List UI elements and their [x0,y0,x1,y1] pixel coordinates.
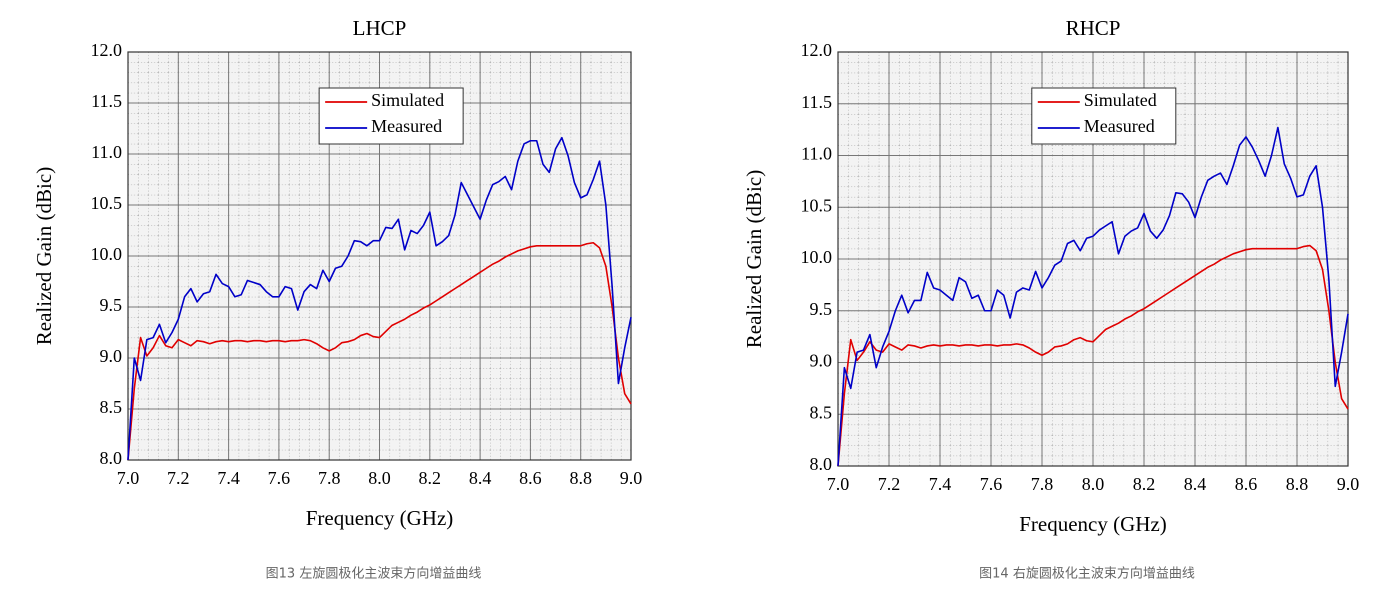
x-tick-label: 7.4 [217,468,240,488]
legend-label: Measured [371,116,442,136]
legend-label: Measured [1084,116,1155,136]
y-tick-label: 8.0 [100,448,123,468]
y-tick-label: 12.0 [91,40,123,60]
series-line [127,136,632,461]
x-tick-label: 9.0 [620,468,643,488]
plot-frame [837,51,1349,467]
figure-caption: 图13 左旋圆极化主波束方向增益曲线 [266,566,482,582]
legend-label: Simulated [371,90,444,110]
x-tick-label: 7.6 [980,474,1003,494]
y-tick-label: 10.0 [801,247,833,267]
x-tick-label: 7.6 [268,468,291,488]
y-axis-label: Realized Gain (dBic) [32,167,56,345]
figure-caption: 图14 右旋圆极化主波束方向增益曲线 [979,566,1195,582]
x-tick-label: 8.6 [1235,474,1258,494]
x-axis-label: Frequency (GHz) [1019,512,1167,536]
plot-frame [127,51,632,461]
x-tick-label: 7.0 [827,474,850,494]
y-tick-label: 11.0 [91,142,122,162]
series-line [837,244,1349,467]
chart-title: RHCP [1066,16,1121,40]
chart-panel: 7.0 7.2 7.4 7.6 7.8 8.0 8.2 8.4 8.6 8.8 9.0 8.0 8.5 9… [742,16,1359,582]
x-tick-label: 7.2 [878,474,901,494]
y-tick-label: 10.0 [91,244,123,264]
y-tick-label: 12.0 [801,40,833,60]
x-tick-label: 8.0 [368,468,391,488]
y-tick-label: 10.5 [801,195,833,215]
series-line [127,241,632,461]
x-tick-label: 7.2 [167,468,190,488]
x-tick-label: 9.0 [1337,474,1360,494]
chart-title: LHCP [353,16,407,40]
y-tick-label: 9.5 [100,295,123,315]
x-tick-label: 8.8 [1286,474,1309,494]
legend-box [318,87,464,145]
y-tick-label: 11.0 [801,144,832,164]
y-tick-label: 9.5 [810,299,833,319]
x-tick-label: 8.4 [1184,474,1207,494]
x-tick-label: 8.0 [1082,474,1105,494]
x-tick-label: 7.4 [929,474,952,494]
legend-box [1031,87,1177,145]
y-tick-label: 11.5 [801,92,832,112]
x-axis-label: Frequency (GHz) [306,506,454,530]
chart-panel: 7.0 7.2 7.4 7.6 7.8 8.0 8.2 8.4 8.6 8.8 9.0 8.0 8.5 9… [32,16,642,582]
x-tick-label: 8.2 [419,468,442,488]
y-tick-label: 8.0 [810,454,833,474]
x-tick-label: 8.2 [1133,474,1156,494]
y-tick-label: 10.5 [91,193,123,213]
y-tick-label: 9.0 [810,351,833,371]
x-tick-label: 8.4 [469,468,492,488]
series-line [837,126,1349,467]
x-tick-label: 7.8 [1031,474,1054,494]
y-tick-label: 9.0 [100,346,123,366]
y-axis-label: Realized Gain (dBic) [742,170,766,348]
x-tick-label: 7.0 [117,468,140,488]
legend-label: Simulated [1084,90,1157,110]
y-tick-label: 8.5 [100,397,123,417]
y-tick-label: 11.5 [91,91,122,111]
x-tick-label: 8.6 [519,468,542,488]
y-tick-label: 8.5 [810,402,833,422]
x-tick-label: 8.8 [569,468,592,488]
x-tick-label: 7.8 [318,468,341,488]
